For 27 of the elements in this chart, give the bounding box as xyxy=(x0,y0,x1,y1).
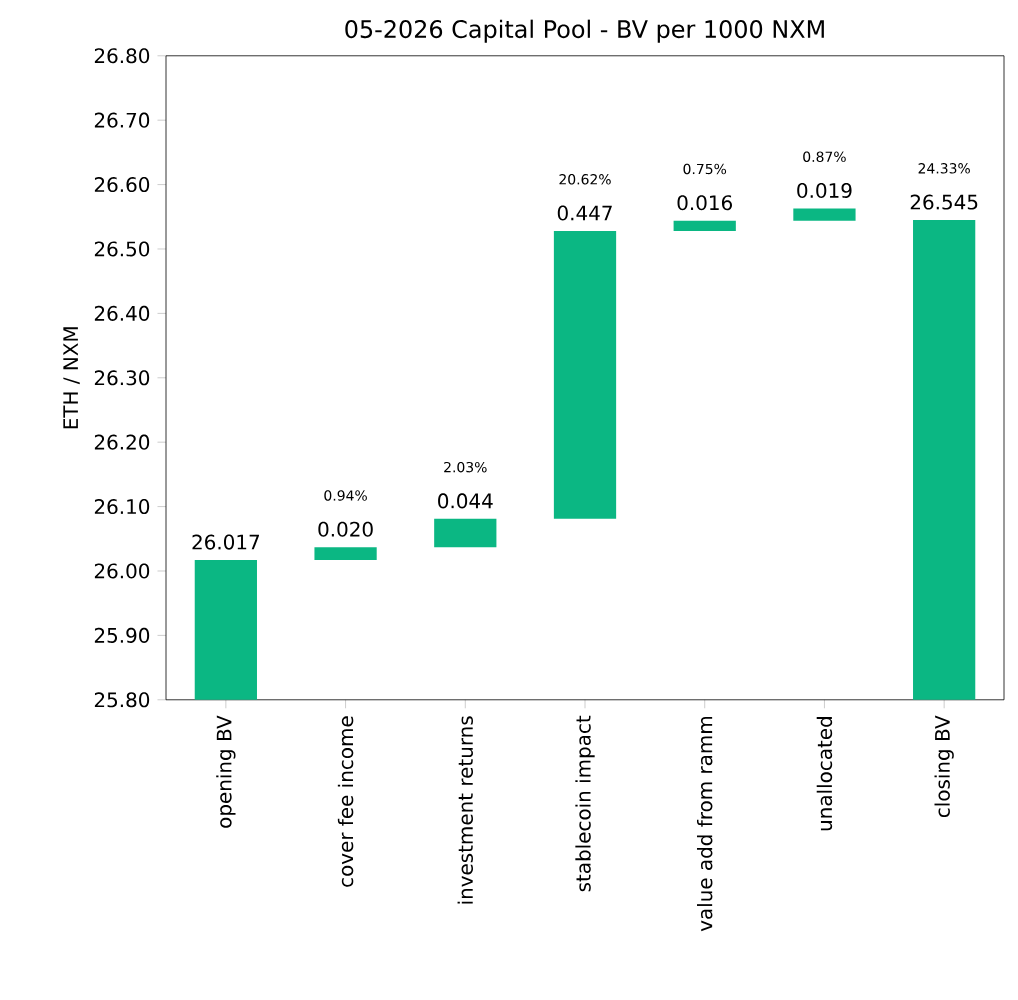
data-label: 0.447 xyxy=(557,205,612,221)
x-tick-label: value add from ramm xyxy=(696,717,713,932)
y-tick-label: 26.60 xyxy=(94,177,150,193)
y-tick-label: 26.70 xyxy=(94,112,150,128)
x-tick-label: unallocated xyxy=(816,717,833,831)
x-tick-label: cover fee income xyxy=(337,716,354,887)
data-label: 0.019 xyxy=(797,182,852,199)
y-tick-label: 26.10 xyxy=(94,499,150,515)
x-tick-label: opening BV xyxy=(216,715,236,828)
y-tick-label: 26.40 xyxy=(94,305,150,321)
data-label: 0.044 xyxy=(438,493,493,509)
y-tick-label: 26.80 xyxy=(94,48,150,64)
x-tick-label: closing BV xyxy=(934,715,954,818)
y-tick-label: 25.80 xyxy=(94,692,150,708)
y-tick-label: 25.90 xyxy=(94,627,150,643)
chart-title: 05-2026 Capital Pool - BV per 1000 NXM xyxy=(345,19,824,43)
data-label: 26.017 xyxy=(192,534,259,550)
data-label: 0.020 xyxy=(318,521,373,537)
y-tick-label: 26.50 xyxy=(94,241,150,257)
data-label: 26.545 xyxy=(910,194,978,210)
x-tick-label: stablecoin impact xyxy=(575,715,595,892)
y-tick-label: 26.00 xyxy=(94,563,150,579)
data-label: 0.016 xyxy=(677,195,732,211)
y-tick-label: 26.30 xyxy=(94,370,150,386)
y-tick-label: 26.20 xyxy=(94,434,150,450)
y-axis-title: ETH / NXM xyxy=(63,327,80,429)
x-tick-label: investment returns xyxy=(457,716,473,904)
